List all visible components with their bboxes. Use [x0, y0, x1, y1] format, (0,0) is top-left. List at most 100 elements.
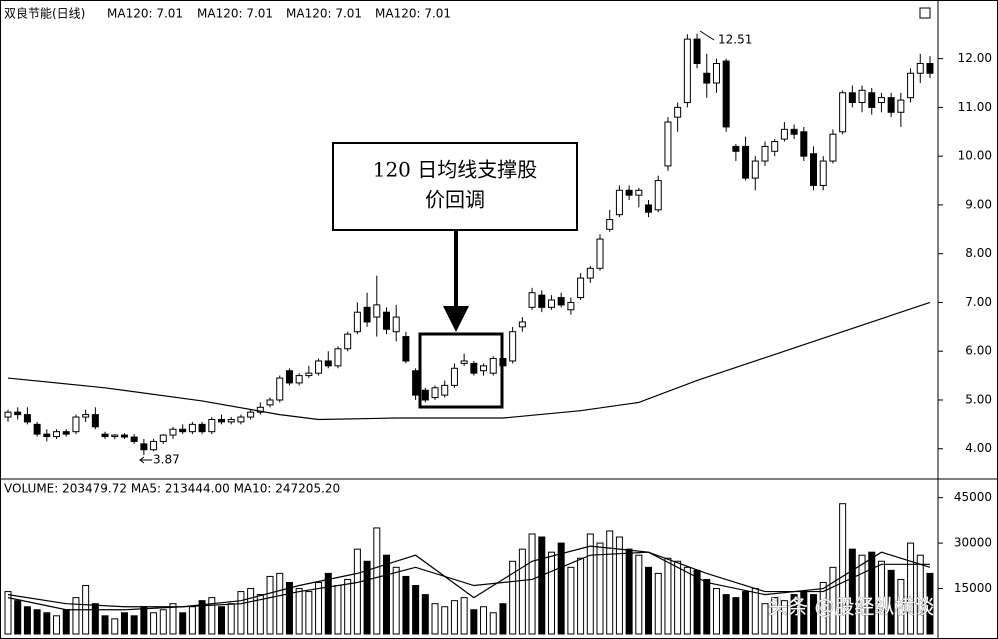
volume-bar [538, 536, 546, 635]
volume-bar [421, 594, 429, 635]
ma-label: MA120: 7.01 [286, 7, 362, 21]
volume-bar [683, 566, 691, 635]
volume-bar [887, 569, 895, 635]
volume-bar [712, 588, 720, 635]
candle-body [810, 153, 818, 186]
candle-body [528, 292, 536, 308]
candle-body [305, 372, 313, 377]
volume-bar [91, 603, 99, 635]
y-tick-label: 9.00 [965, 197, 992, 211]
candle-body [150, 440, 158, 451]
candle-body [538, 294, 546, 308]
candle-body [606, 219, 614, 230]
candle-body [635, 189, 643, 196]
volume-bar [179, 612, 187, 635]
candle-body [470, 362, 478, 374]
candle-body [62, 431, 70, 435]
candle-body [227, 418, 235, 423]
volume-bar [547, 551, 555, 635]
candle-body [33, 423, 41, 435]
candle-body [159, 434, 167, 442]
candle-body [907, 72, 915, 99]
note-box [332, 142, 578, 231]
volume-bar [761, 603, 769, 635]
candle-body [897, 99, 905, 113]
volume-bar [693, 569, 701, 635]
candle-body [848, 92, 856, 104]
volume-bar [829, 566, 837, 635]
ma-line [7, 301, 931, 421]
candle-body [285, 370, 293, 384]
candle-body [450, 367, 458, 386]
ma-label: MA120: 7.01 [197, 7, 273, 21]
y-tick-label: 11.00 [958, 100, 992, 114]
candle-body [169, 428, 177, 436]
volume-bar [169, 603, 177, 635]
candle-body [877, 97, 885, 104]
candle-body [334, 348, 342, 367]
candle-body [489, 358, 497, 374]
volume-bar [23, 606, 31, 635]
volume-bar [819, 581, 827, 635]
volume-bar [43, 612, 51, 635]
volume-bar [266, 575, 274, 635]
volume-bar [208, 597, 216, 635]
candle-body [82, 414, 90, 418]
volume-bar [722, 594, 730, 635]
volume-bar [62, 609, 70, 635]
volume-bar [518, 548, 526, 635]
candle-body [421, 389, 429, 401]
candle-body [567, 301, 575, 311]
volume-bar [751, 588, 759, 635]
volume-bar [285, 581, 293, 635]
candle-body [91, 414, 99, 428]
volume-bar [635, 554, 643, 635]
candle-body [460, 360, 468, 364]
candle-body [557, 297, 565, 306]
candle-body [771, 141, 779, 152]
candle-body [344, 333, 352, 350]
candle-body [373, 304, 381, 318]
volume-bar [606, 530, 614, 635]
candle-body [674, 106, 682, 118]
volume-bar [72, 597, 80, 635]
candle-body [179, 428, 187, 433]
candle-body [742, 145, 750, 179]
volume-bar [509, 560, 517, 635]
candle-body [324, 360, 332, 367]
volume-bar [344, 578, 352, 635]
volume-bar [227, 603, 235, 635]
volume-bar [373, 527, 381, 635]
volume-bar [363, 560, 371, 635]
candle-body [247, 411, 255, 418]
watermark: 头条 @股经纵横谈 [768, 595, 934, 619]
candle-body [72, 416, 80, 433]
y-tick-label: 10.00 [958, 149, 992, 163]
candle-body [916, 63, 924, 74]
candle-body [402, 336, 410, 362]
candle-body [703, 72, 711, 84]
candle-body [43, 433, 51, 438]
volume-bar [276, 572, 284, 635]
candle-body [509, 331, 517, 362]
y-tick-label: 12.00 [958, 51, 992, 65]
volume-bar [489, 612, 497, 635]
volume-bar [256, 594, 264, 635]
volume-bar [382, 554, 390, 635]
volume-bar [53, 615, 61, 635]
volume-bar [499, 603, 507, 635]
y-tick-label: 8.00 [965, 246, 992, 260]
candle-body [858, 89, 866, 104]
candle-body [732, 145, 740, 152]
volume-bar [324, 572, 332, 635]
y-tick-label: 45000 [954, 490, 992, 504]
volume-bar [771, 597, 779, 635]
volume-bar [625, 548, 633, 635]
candle-body [363, 306, 371, 323]
candle-body [101, 433, 109, 438]
leader-arrow [139, 456, 145, 464]
volume-bar [412, 585, 420, 635]
window-button[interactable] [919, 7, 931, 19]
volume-bar [615, 536, 623, 635]
